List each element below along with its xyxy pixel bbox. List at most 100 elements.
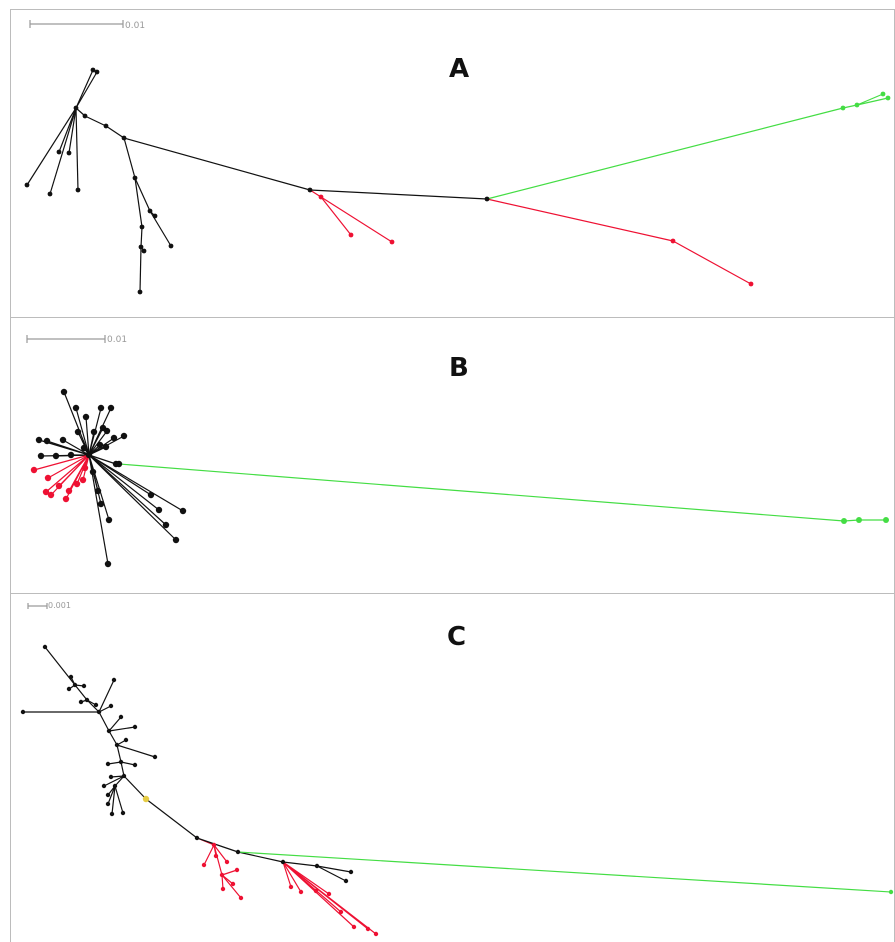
tree-c-node — [108, 703, 114, 709]
tree-b-node — [120, 432, 128, 440]
tree-c-branch — [108, 730, 118, 746]
tree-b-branch — [45, 454, 90, 493]
tree-c-node — [132, 762, 138, 768]
tree-b-node — [104, 560, 112, 568]
tree-a-node — [670, 238, 676, 244]
tree-c-branch — [221, 874, 242, 899]
tree-c-branch — [98, 705, 112, 713]
tree-b-node — [44, 474, 52, 482]
tree-c-branch — [120, 761, 136, 766]
tree-b-branch — [88, 454, 117, 465]
tree-c-branch — [98, 679, 115, 713]
tree-c-node — [105, 801, 111, 807]
tree-a-branch — [123, 137, 136, 179]
tree-b-branch — [33, 454, 90, 471]
tree-c-branch — [282, 861, 302, 893]
tree-c-node — [343, 878, 349, 884]
tree-c-branch — [116, 744, 156, 758]
tree-b-node — [62, 495, 70, 503]
tree-c-branch — [74, 684, 88, 701]
tree-b-node — [162, 521, 170, 529]
tree-c-node — [280, 859, 286, 865]
tree-c-branch — [44, 646, 76, 686]
tree-a-branch — [58, 107, 77, 153]
tree-c-node — [96, 709, 102, 715]
tree-a-node — [152, 213, 158, 219]
tree-c-branch — [114, 775, 125, 787]
tree-c-node — [121, 773, 127, 779]
tree-b-branch — [88, 431, 95, 456]
scale-label-c: 0.001 — [48, 601, 71, 610]
tree-c-branch — [111, 785, 116, 815]
tree-c-branch — [221, 874, 224, 890]
tree-b-node — [110, 434, 118, 442]
tree-c-node — [132, 724, 138, 730]
tree-b-branch — [62, 439, 90, 456]
tree-c-node — [213, 853, 219, 859]
tree-c-node — [106, 728, 112, 734]
tree-a-node — [94, 69, 100, 75]
tree-a-node — [484, 196, 490, 202]
tree-b-node — [60, 388, 68, 396]
tree-b-node — [102, 443, 110, 451]
tree-a-branch — [105, 125, 125, 139]
tree-c-node — [68, 674, 74, 680]
tree-c-node — [109, 811, 115, 817]
tree-c-node — [211, 842, 217, 848]
tree-c-branch — [103, 775, 125, 787]
tree-c-node — [314, 863, 320, 869]
tree-b-branch — [88, 427, 104, 456]
tree-c-branch — [123, 775, 147, 800]
tree-b-node — [73, 480, 81, 488]
tree-b-node — [30, 466, 38, 474]
tree-a-node — [139, 224, 145, 230]
tree-a-node — [121, 135, 127, 141]
tree-c-branch — [316, 865, 352, 873]
panel-label-c: C — [447, 622, 467, 652]
tree-c-node — [152, 754, 158, 760]
tree-b-node — [97, 404, 105, 412]
tree-c-node — [313, 888, 319, 894]
tree-b-node — [90, 428, 98, 436]
tree-c-branch — [213, 844, 228, 863]
panel-label-a: A — [449, 54, 470, 84]
tree-a-node — [748, 281, 754, 287]
tree-b-node — [94, 487, 102, 495]
tree-c-node — [81, 683, 87, 689]
tree-b-node — [85, 451, 93, 459]
tree-b-node — [82, 413, 90, 421]
tree-panel-b: 0.01 B — [10, 317, 895, 593]
tree-c-node — [888, 889, 894, 895]
tree-c-canvas — [20, 603, 894, 937]
tree-c-node — [105, 792, 111, 798]
tree-c-node — [42, 644, 48, 650]
tree-b-branch — [46, 440, 90, 456]
tree-a-node — [348, 232, 354, 238]
tree-b-node — [103, 427, 111, 435]
tree-b-branch — [47, 454, 90, 479]
tree-a-branch — [134, 177, 143, 228]
tree-c-node — [338, 909, 344, 915]
tree-a-branch — [68, 107, 77, 154]
tree-a-canvas — [24, 20, 891, 295]
tree-panel-a: 0.01 A — [10, 9, 895, 317]
tree-b-node — [856, 517, 862, 523]
tree-a-node — [47, 191, 53, 197]
tree-a-branch — [486, 198, 674, 242]
tree-b-node — [179, 507, 187, 515]
tree-a-branch — [320, 196, 393, 243]
tree-a-node — [147, 208, 153, 214]
tree-c-branch — [86, 699, 100, 713]
tree-a-node — [138, 244, 144, 250]
tree-c-node — [235, 849, 241, 855]
tree-c-node — [238, 895, 244, 901]
scale-label-a: 0.01 — [125, 21, 146, 31]
tree-c-branch — [237, 851, 892, 893]
tree-a-branch — [140, 226, 143, 248]
tree-a-branch — [84, 115, 107, 127]
tree-c-node — [101, 783, 107, 789]
tree-c-node — [365, 926, 371, 932]
tree-b-canvas — [26, 335, 889, 568]
tree-b-branch — [63, 391, 90, 456]
scale-label-b: 0.01 — [107, 335, 128, 345]
